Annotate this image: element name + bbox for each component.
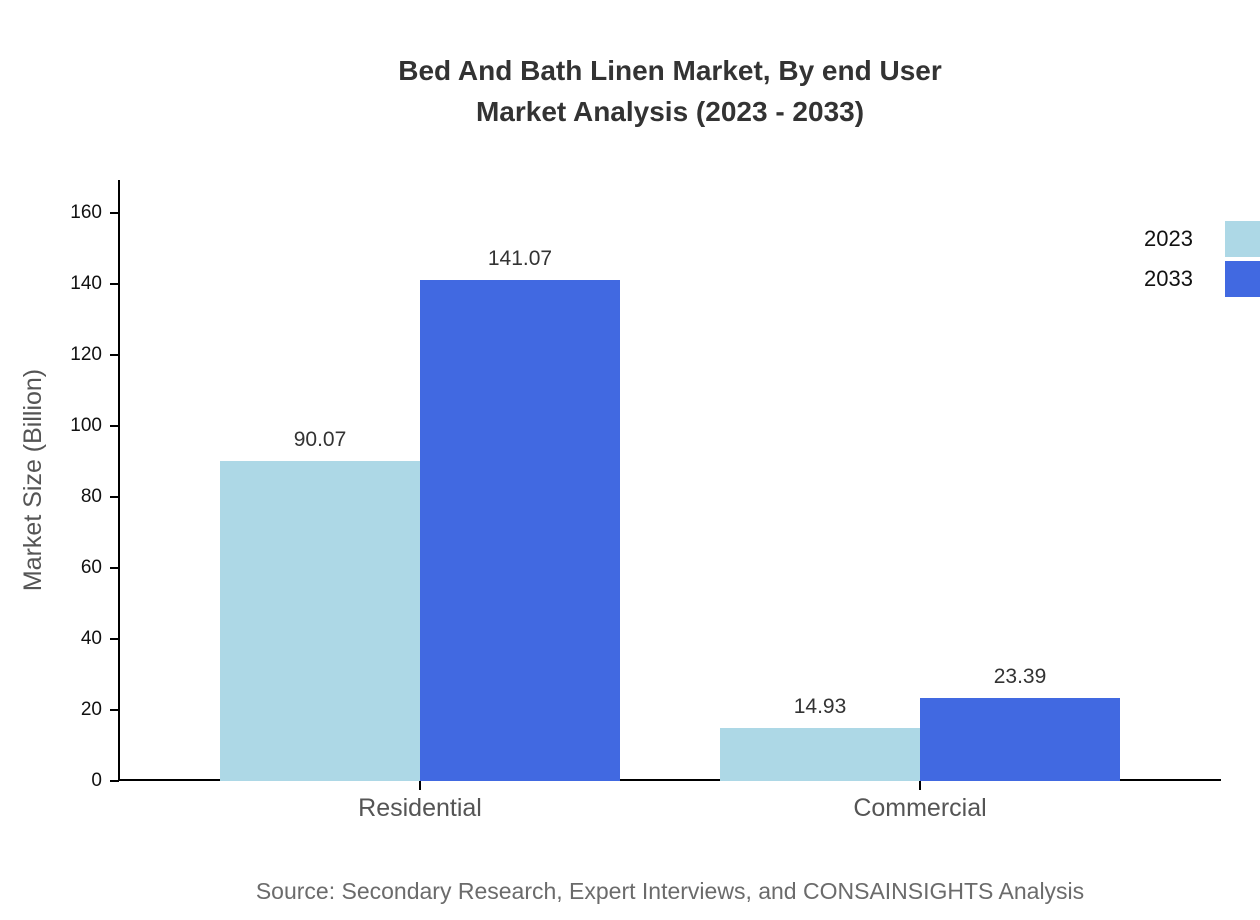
bar-value-label: 14.93 xyxy=(793,694,847,718)
y-tick-mark xyxy=(110,567,119,569)
bar-value-label: 141.07 xyxy=(487,247,553,271)
y-tick-label: 120 xyxy=(70,344,102,365)
y-tick-label: 80 xyxy=(80,486,102,507)
legend-item-2033: 2033 xyxy=(1040,259,1260,299)
legend: 2023 2033 xyxy=(1040,219,1260,299)
source-text: Source: Secondary Research, Expert Inter… xyxy=(255,878,1085,904)
legend-label-2033: 2033 xyxy=(1144,266,1193,291)
chart-title-line2: Market Analysis (2023 - 2033) xyxy=(475,96,865,127)
bar-2033-Commercial xyxy=(920,697,1120,781)
chart-title-line1: Bed And Bath Linen Market, By end User xyxy=(398,55,942,86)
y-tick-mark xyxy=(110,709,119,711)
y-tick-label: 40 xyxy=(80,628,102,649)
y-tick-mark xyxy=(110,212,119,214)
y-tick-mark xyxy=(110,496,119,498)
y-tick-mark xyxy=(110,354,119,356)
x-axis-line xyxy=(118,779,1221,781)
y-tick-mark xyxy=(110,283,119,285)
y-tick-mark xyxy=(110,780,119,782)
y-tick-label: 60 xyxy=(80,557,102,578)
legend-swatch-2023 xyxy=(1225,221,1260,257)
bar-value-label: 23.39 xyxy=(993,664,1047,688)
y-tick-mark xyxy=(110,425,119,427)
category-label-Residential: Residential xyxy=(358,794,482,822)
bar-value-label: 90.07 xyxy=(293,428,347,452)
y-tick-label: 20 xyxy=(80,699,102,720)
y-tick-label: 0 xyxy=(91,770,102,791)
legend-label-2023: 2023 xyxy=(1144,226,1193,251)
y-axis-label: Market Size (Billion) xyxy=(19,368,47,592)
bar-2023-Commercial xyxy=(720,727,920,781)
legend-item-2023: 2023 xyxy=(1040,219,1260,259)
y-tick-label: 160 xyxy=(70,202,102,223)
x-tick-mark xyxy=(919,781,921,790)
bar-2033-Residential xyxy=(420,280,620,781)
category-label-Commercial: Commercial xyxy=(853,794,987,822)
legend-swatch-2033 xyxy=(1225,261,1260,297)
y-axis-line xyxy=(118,180,120,781)
bar-2023-Residential xyxy=(220,461,420,781)
chart-title: Bed And Bath Linen Market, By end User M… xyxy=(120,50,1220,132)
y-tick-label: 100 xyxy=(70,415,102,436)
x-tick-mark xyxy=(419,781,421,790)
y-tick-mark xyxy=(110,638,119,640)
y-tick-label: 140 xyxy=(70,273,102,294)
